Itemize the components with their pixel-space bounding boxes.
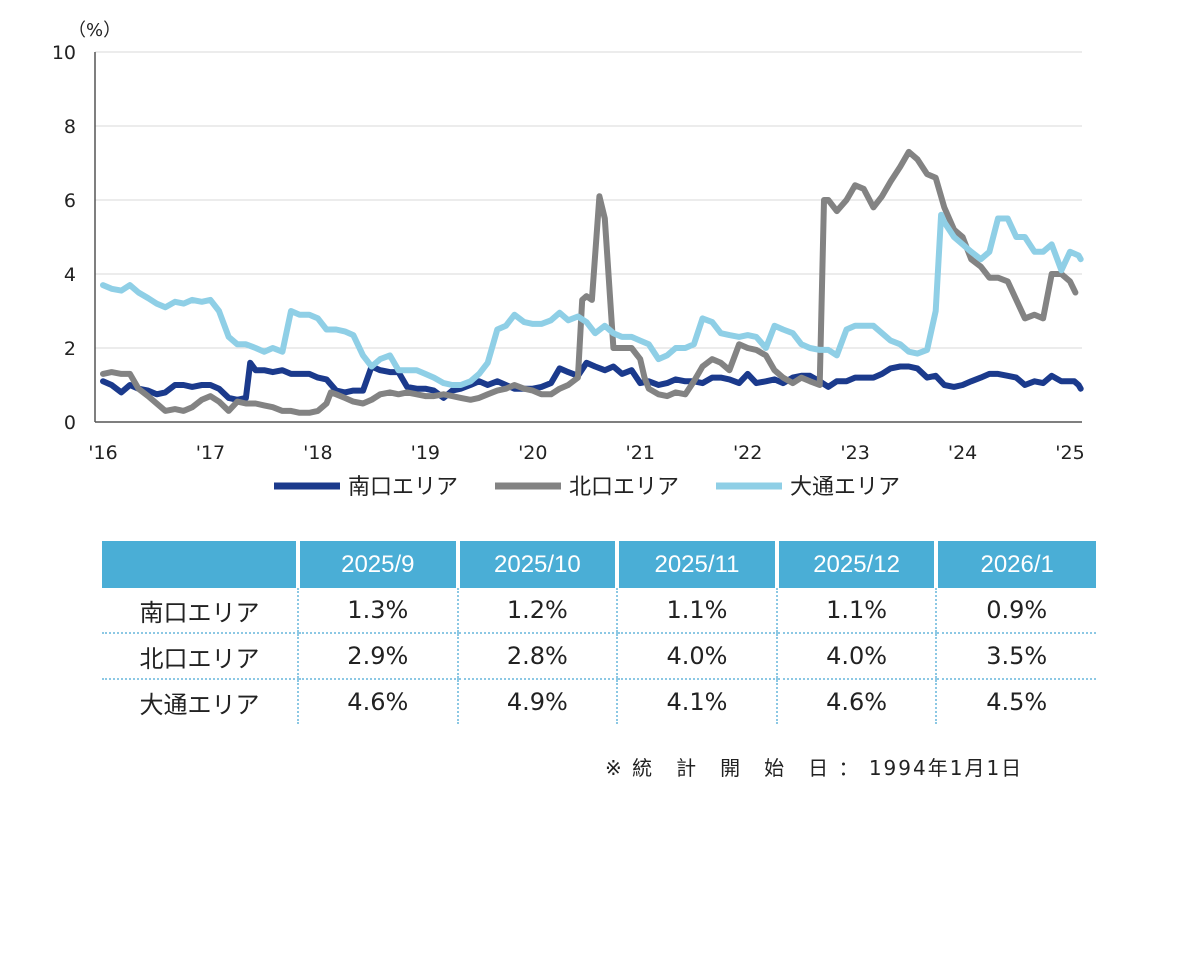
x-tick-label: '23: [840, 442, 869, 464]
table-header-cell: 2025/11: [615, 541, 777, 588]
table-header-cell: 2026/1: [934, 541, 1096, 588]
table-header-row: 2025/9 2025/10 2025/11 2025/12 2026/1: [102, 541, 1096, 588]
table-cell: 4.6%: [775, 679, 937, 724]
series-lines: [100, 148, 1084, 416]
table-header-cell: 2025/12: [774, 541, 937, 588]
table-cell: 1.3%: [297, 588, 458, 634]
x-tick-label: '16: [88, 442, 117, 464]
table-header-cell: 2025/10: [455, 541, 618, 588]
table-header-cell: [102, 541, 298, 588]
table-cell: 4.6%: [297, 679, 458, 724]
table-header-cell: 2025/9: [296, 541, 458, 588]
table-cell: 1.1%: [775, 588, 937, 634]
table-cell: 4.0%: [775, 633, 937, 680]
grid-lines: [95, 51, 1082, 349]
legend-label: 北口エリア: [569, 475, 679, 500]
x-tick-label: '22: [733, 442, 762, 464]
series-line-0: [100, 359, 1084, 403]
x-tick-label: '24: [948, 442, 977, 464]
table-row: 北口エリア 2.9% 2.8% 4.0% 4.0% 3.5%: [102, 633, 1096, 680]
vacancy-summary-table: 2025/9 2025/10 2025/11 2025/12 2026/1 南口…: [102, 541, 1096, 724]
table-cell: 0.9%: [935, 588, 1096, 634]
y-tick-label: 4: [64, 264, 76, 286]
x-axis-ticks: '16 '17 '18 '19 '20 '21 '22 '23 '24 '25: [88, 442, 1084, 464]
table-row: 南口エリア 1.3% 1.2% 1.1% 1.1% 0.9%: [102, 588, 1096, 634]
table-cell: 4.9%: [456, 679, 618, 724]
y-axis-unit-label: （%）: [68, 20, 121, 41]
table-cell: 3.5%: [935, 633, 1096, 680]
table-cell: 4.1%: [616, 679, 777, 724]
table-row: 大通エリア 4.6% 4.9% 4.1% 4.6% 4.5%: [102, 679, 1096, 724]
series-line-2: [100, 211, 1084, 388]
y-axis-ticks: 0 2 4 6 8 10: [52, 42, 76, 434]
x-tick-label: '19: [411, 442, 440, 464]
x-tick-label: '25: [1055, 442, 1084, 464]
legend: 南口エリア 北口エリア 大通エリア: [274, 475, 900, 500]
row-label: 南口エリア: [102, 588, 298, 634]
legend-label: 南口エリア: [348, 475, 458, 500]
statistics-start-note: ※ 統 計 開 始 日 ： 1994年1月1日: [605, 756, 1024, 780]
series-line-1: [100, 148, 1079, 416]
y-tick-label: 10: [52, 42, 76, 64]
table-cell: 4.0%: [616, 633, 777, 680]
row-label: 大通エリア: [139, 690, 260, 719]
y-tick-label: 2: [64, 338, 76, 360]
table-cell: 2.8%: [456, 633, 618, 680]
x-tick-label: '18: [303, 442, 332, 464]
y-tick-label: 8: [64, 116, 76, 138]
y-tick-label: 6: [64, 190, 76, 212]
table-cell: 4.5%: [935, 679, 1096, 724]
table-cell: 2.9%: [297, 633, 458, 680]
table-cell: 1.1%: [616, 588, 777, 634]
x-tick-label: '20: [518, 442, 547, 464]
row-label: 北口エリア: [102, 633, 298, 680]
table-cell: 1.2%: [456, 588, 618, 634]
legend-label: 大通エリア: [790, 475, 900, 500]
x-tick-label: '17: [196, 442, 225, 464]
y-tick-label: 0: [64, 412, 76, 434]
x-tick-label: '21: [626, 442, 655, 464]
